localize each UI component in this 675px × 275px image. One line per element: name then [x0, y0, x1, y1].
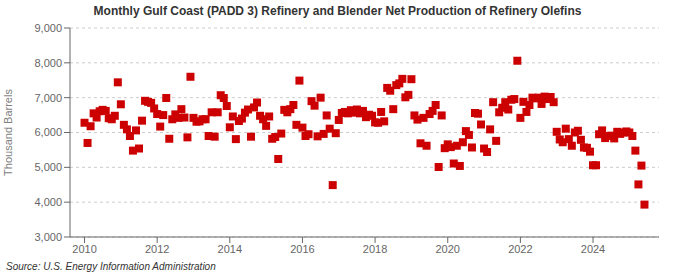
svg-text:2024: 2024	[581, 243, 605, 255]
svg-text:2022: 2022	[508, 243, 532, 255]
svg-text:2020: 2020	[435, 243, 459, 255]
svg-text:2012: 2012	[145, 243, 169, 255]
svg-text:7,000: 7,000	[34, 92, 62, 104]
html-text:Source: U.S. Energy Informatio: Source: U.S. Energy Information Administ…	[6, 261, 216, 272]
svg-text:2016: 2016	[290, 243, 314, 255]
svg-text:9,000: 9,000	[34, 22, 62, 34]
svg-text:8,000: 8,000	[34, 57, 62, 69]
svg-text:5,000: 5,000	[34, 161, 62, 173]
svg-text:Thousand Barrels: Thousand Barrels	[8, 89, 14, 176]
svg-text:6,000: 6,000	[34, 126, 62, 138]
svg-text:4,000: 4,000	[34, 196, 62, 208]
svg-text:2010: 2010	[72, 243, 96, 255]
svg-text:2014: 2014	[218, 243, 242, 255]
svg-text:3,000: 3,000	[34, 231, 62, 243]
svg-text:2018: 2018	[363, 243, 387, 255]
html-text:Monthly Gulf Coast (PADD 3) Re: Monthly Gulf Coast (PADD 3) Refinery and…	[93, 4, 582, 18]
